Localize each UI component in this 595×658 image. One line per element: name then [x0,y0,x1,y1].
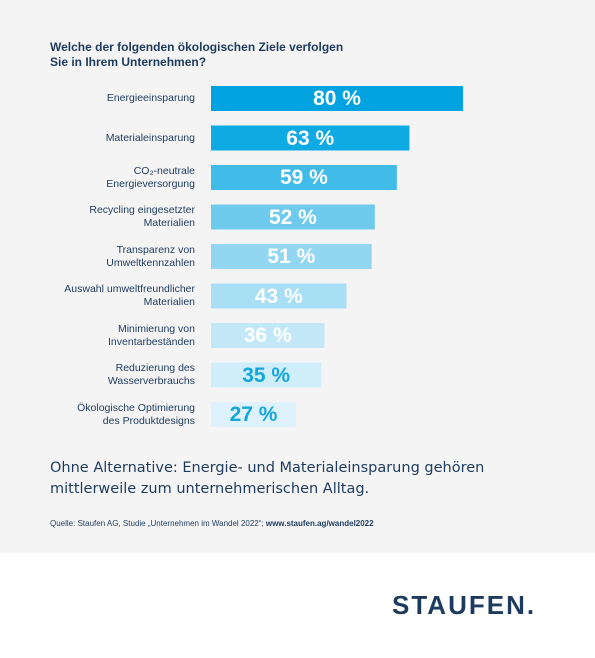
category-label-1-line-1: Energieeinsparung [106,92,195,104]
source-link[interactable]: www.staufen.ag/wandel2022 [265,519,374,528]
chart-subtitle-line-2: mittlerweile zum unternehmerischen Allta… [50,481,370,497]
category-label-4-line-2: Materialien [143,217,195,229]
chart-title-line-2: Sie in Ihrem Unternehmen? [50,55,207,69]
bar-5 [211,244,372,269]
source-text: Quelle: Staufen AG, Studie „Unternehmen … [50,519,264,528]
infographic-panel: Welche der folgenden ökologischen Ziele … [0,0,595,553]
bar-3 [211,165,397,190]
value-label-5: 51 % [267,245,316,268]
category-label-6: Auswahl umweltfreundlicher Materialien [0,283,195,309]
category-label-8-line-2: Wasserverbrauchs [107,375,195,387]
category-label-7: Minimierung von Inventarbeständen [0,323,195,349]
category-label-2: Materialeinsparung [0,132,195,145]
category-label-3-line-1: CO₂-neutrale [133,164,195,177]
category-label-3: CO₂-neutrale Energieversorgung [0,165,195,191]
value-label-4: 52 % [268,205,317,229]
value-label-6: 43 % [254,284,303,308]
category-label-9: Ökologische Optimierung des Produktdesign… [0,402,195,428]
value-label-7: 36 % [243,324,292,347]
bar-1 [211,86,463,111]
bar-8 [211,362,322,388]
category-label-5: Transparenz von Umweltkennzahlen [0,244,195,270]
bar-6 [211,283,347,309]
category-label-1: Energieeinsparung [0,92,195,105]
category-label-5-line-1: Transparenz von [116,243,195,256]
bar-4 [211,204,375,230]
source-note: Quelle: Staufen AG, Studie „Unternehmen … [50,519,374,528]
value-label-8: 35 % [242,363,291,387]
category-label-6-line-1: Auswahl umweltfreundlicher [64,283,195,295]
category-label-8-line-1: Reduzierung des [115,362,195,374]
value-label-9: 27 % [229,403,278,426]
value-label-1: 80 % [313,87,361,110]
category-label-3-line-2: Energieversorgung [106,177,195,190]
staufen-logo: STAUFEN. [392,590,537,620]
bar-9 [211,402,297,427]
category-label-7-line-2: Inventarbeständen [108,335,195,348]
category-label-4: Recycling eingesetzter Materialien [0,204,195,230]
category-label-6-line-2: Materialien [143,296,195,308]
category-label-9-line-1: Ökologische Optimierung [77,401,195,414]
value-label-3: 59 % [279,166,328,189]
category-label-5-line-2: Umweltkennzahlen [106,256,195,269]
category-label-2-line-1: Materialeinsparung [105,131,195,144]
chart-title: Welche der folgenden ökologischen Ziele … [50,40,410,70]
chart-subtitle-line-1: Ohne Alternative: Energie- und Materiale… [50,460,485,476]
bar-7 [211,323,325,348]
category-label-9-line-2: des Produktdesigns [102,414,195,427]
chart-subtitle: Ohne Alternative: Energie- und Materiale… [50,458,570,500]
category-label-4-line-1: Recycling eingesetzter [89,204,195,216]
bar-chart [211,86,463,427]
category-label-8: Reduzierung des Wasserverbrauchs [0,362,195,388]
category-label-7-line-1: Minimierung von [117,322,195,335]
bar-2 [211,125,410,151]
value-label-2: 63 % [286,126,335,150]
chart-title-line-1: Welche der folgenden ökologischen Ziele … [50,40,344,54]
